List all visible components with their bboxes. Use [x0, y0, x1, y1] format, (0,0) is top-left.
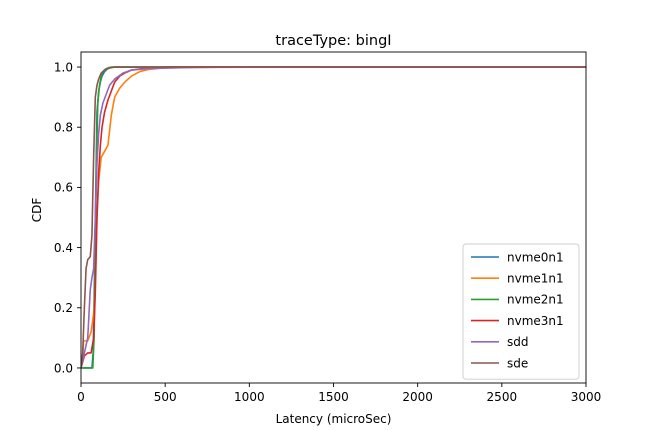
axes: 0 500 1000 1500 2000 2500 3000 0.0 0.2 0.4 0.6 0.8 1…: [54, 51, 602, 404]
x-axis-label: Latency (microSec): [276, 412, 392, 426]
plot-area: [81, 66, 586, 369]
y-tick-label: 0.0: [54, 361, 73, 375]
x-tick-label: 0: [77, 390, 85, 404]
legend: nvme0n1 nvme1n1 nvme2n1 nvme3n1 sdd sde: [462, 243, 580, 380]
x-tick-label: 1500: [318, 390, 349, 404]
legend-label-sdd: sdd: [507, 335, 529, 349]
y-tick-label: 1.0: [54, 60, 73, 74]
legend-label-nvme3n1: nvme3n1: [507, 314, 564, 328]
x-tick-label: 3000: [571, 390, 602, 404]
legend-label-nvme1n1: nvme1n1: [507, 272, 564, 286]
x-tick-label: 1000: [234, 390, 265, 404]
x-tick-label: 2500: [487, 390, 518, 404]
y-tick-label: 0.6: [54, 181, 73, 195]
legend-label-nvme2n1: nvme2n1: [507, 293, 564, 307]
x-tick-label: 2000: [402, 390, 433, 404]
y-tick-label: 0.8: [54, 121, 73, 135]
legend-label-nvme0n1: nvme0n1: [507, 250, 564, 264]
x-tick-label: 500: [154, 390, 177, 404]
series-line-sde: [81, 66, 586, 369]
legend-label-sde: sde: [507, 356, 528, 370]
y-tick-label: 0.4: [54, 241, 73, 255]
y-axis-label: CDF: [30, 198, 44, 223]
series-line-nvme1n1: [81, 66, 586, 369]
chart-title: traceType: bingI: [275, 33, 391, 49]
series-lines: [81, 66, 586, 369]
y-tick-label: 0.2: [54, 301, 73, 315]
